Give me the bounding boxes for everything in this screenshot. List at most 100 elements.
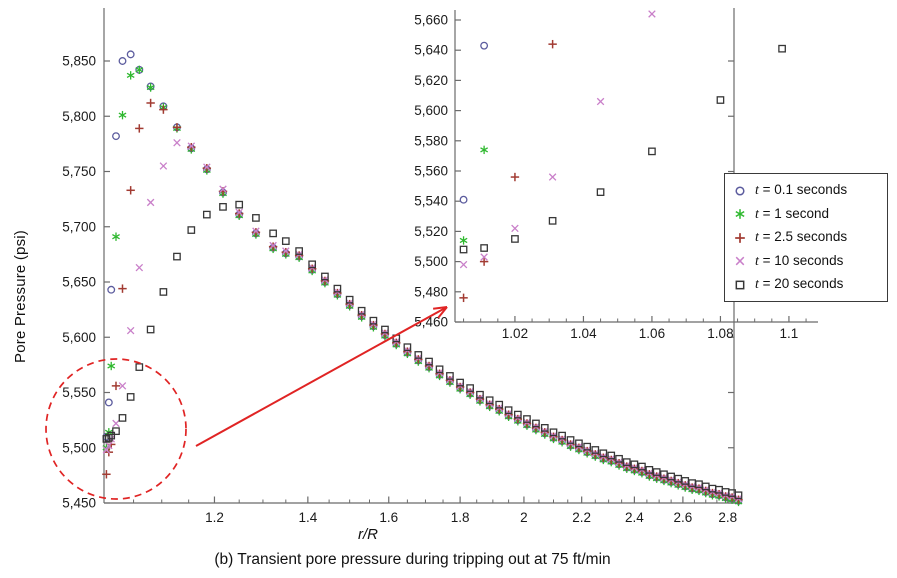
plus-marker [557, 435, 567, 445]
square-glyph [235, 200, 244, 209]
square-marker [638, 462, 646, 471]
plus-legend-icon [725, 230, 755, 246]
x-marker [187, 142, 196, 150]
square-glyph [476, 390, 484, 399]
square-glyph [566, 436, 575, 444]
square-glyph [308, 260, 317, 269]
x-glyph [135, 263, 144, 272]
dashed-circle-annotation [45, 358, 187, 500]
plus-marker [172, 123, 182, 132]
x-glyph [203, 163, 211, 171]
plus-marker [187, 142, 196, 152]
star-marker [126, 71, 135, 80]
plus-marker [495, 404, 504, 414]
arrow-annotation-head [437, 306, 448, 319]
square-marker [357, 306, 366, 315]
square-glyph [558, 431, 566, 440]
square-glyph [513, 410, 522, 419]
square-marker [607, 451, 616, 460]
x-axis-title: r/R [358, 526, 378, 543]
plus-marker [475, 394, 485, 404]
plus-marker [652, 472, 661, 481]
square-marker [104, 433, 113, 442]
y-axis-title: Pore Pressure (psi) [12, 229, 29, 363]
y-tick-label: 5,600 [62, 330, 96, 345]
star-marker [735, 209, 745, 220]
square-marker [716, 96, 725, 104]
star-marker [107, 361, 116, 371]
x-marker [146, 198, 155, 207]
x-tick-label: 2.2 [572, 510, 591, 525]
star-marker [480, 145, 489, 155]
plus-marker [701, 486, 710, 496]
square-marker [381, 325, 389, 334]
plus-marker [202, 163, 212, 173]
inset-x-tick-label: 1.04 [570, 326, 597, 341]
square-marker [435, 365, 444, 374]
square-marker [734, 491, 743, 500]
square-marker [622, 458, 631, 466]
square-glyph [615, 454, 623, 463]
series-circle [102, 50, 743, 505]
square-glyph [321, 272, 329, 281]
x-marker [126, 326, 135, 335]
circle-glyph [107, 285, 116, 294]
plus-marker [479, 257, 489, 266]
inset-x-tick-label: 1.08 [707, 326, 733, 341]
square-marker [159, 288, 168, 296]
square-marker [107, 431, 116, 440]
star-marker [146, 83, 155, 92]
legend-item: t = 2.5 seconds [725, 226, 887, 250]
square-glyph [118, 414, 127, 422]
x-glyph [219, 185, 227, 193]
inset-y-tick-label: 5,620 [414, 73, 448, 88]
plus-marker [591, 450, 600, 459]
figure-caption: (b) Transient pore pressure during tripp… [214, 551, 611, 568]
square-marker [523, 415, 531, 423]
x-marker [118, 382, 127, 390]
circle-marker [459, 195, 468, 204]
main-axes: 5,450 5,500 5,550 5,600 5,650 5,700 5,750 5,800… [62, 8, 740, 525]
x-marker [480, 253, 488, 261]
square-marker [599, 449, 608, 458]
square-glyph [540, 424, 549, 432]
square-marker [480, 244, 488, 252]
x-glyph [146, 198, 155, 207]
x-tick-label: 1.2 [205, 510, 224, 525]
plus-marker [414, 355, 423, 364]
plus-marker [687, 483, 697, 492]
square-marker [414, 351, 423, 359]
x-tick-label: 2.6 [673, 510, 692, 525]
square-glyph [269, 229, 277, 238]
plus-marker [522, 419, 532, 428]
inset-axes: 5,460 5,480 5,500 5,520 5,540 5,560 5,580 5,600… [414, 10, 818, 341]
x-marker [159, 162, 168, 170]
inset-y-tick-label: 5,560 [414, 164, 448, 179]
square-marker [219, 203, 227, 211]
x-tick-label: 1.4 [298, 510, 317, 525]
square-marker [295, 247, 303, 255]
square-glyph [480, 244, 488, 252]
circle-marker [735, 186, 745, 196]
square-glyph [381, 325, 389, 334]
square-marker [459, 245, 468, 254]
square-glyph [778, 44, 786, 53]
star-glyph [135, 67, 144, 73]
square-glyph [159, 288, 168, 296]
square-glyph [734, 491, 743, 500]
plus-marker [630, 464, 639, 473]
square-glyph [622, 458, 631, 466]
x-marker [269, 241, 277, 250]
square-marker [778, 44, 786, 53]
plus-marker [333, 288, 342, 298]
x-glyph [173, 139, 181, 147]
square-marker [485, 396, 494, 405]
plus-marker [566, 440, 575, 449]
inset-series-x [459, 10, 656, 269]
circle-marker [480, 41, 489, 50]
x-marker [735, 256, 745, 266]
square-marker [504, 406, 513, 415]
x-tick-label: 2.8 [718, 510, 737, 525]
y-tick-label: 5,500 [62, 440, 96, 455]
